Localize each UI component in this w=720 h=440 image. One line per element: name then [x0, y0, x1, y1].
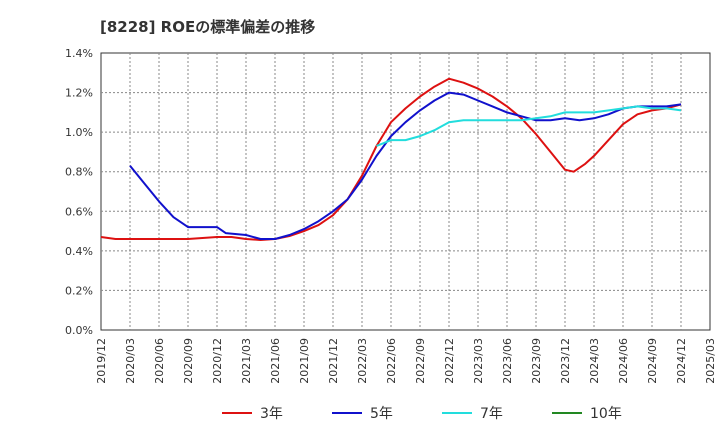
legend-label: 7年	[480, 406, 503, 422]
x-tick-label: 2022/06	[385, 338, 398, 384]
x-tick-label: 2022/12	[443, 338, 456, 384]
series-line	[376, 105, 682, 147]
x-tick-label: 2022/03	[356, 338, 369, 384]
x-tick-label: 2022/09	[414, 338, 427, 384]
x-tick-label: 2021/09	[298, 338, 311, 384]
x-tick-label: 2021/06	[269, 338, 282, 384]
x-tick-label: 2020/06	[153, 338, 166, 384]
series-line	[129, 91, 682, 240]
x-tick-label: 2021/03	[240, 338, 253, 384]
y-tick-label: 0.0%	[65, 324, 93, 337]
series-lines	[100, 77, 682, 241]
x-tick-label: 2023/06	[501, 338, 514, 384]
x-tick-label: 2024/09	[646, 338, 659, 384]
legend-label: 3年	[260, 406, 283, 422]
legend-label: 5年	[370, 406, 393, 422]
y-tick-label: 0.4%	[65, 245, 93, 258]
x-tick-label: 2019/12	[95, 338, 108, 384]
x-tick-label: 2024/12	[675, 338, 688, 384]
x-axis: 2019/12 2020/03 2020/06 2020/09 2020/12 2021/…	[95, 338, 717, 384]
series-line	[100, 77, 682, 241]
y-tick-label: 0.6%	[65, 205, 93, 218]
x-tick-label: 2023/09	[530, 338, 543, 384]
x-tick-label: 2020/03	[124, 338, 137, 384]
legend: 3年 5年 7年 10年	[222, 406, 622, 422]
x-tick-label: 2020/12	[211, 338, 224, 384]
x-tick-label: 2025/03	[704, 338, 717, 384]
y-tick-label: 0.8%	[65, 166, 93, 179]
plot-area	[100, 52, 711, 331]
legend-label: 10年	[590, 406, 622, 422]
x-tick-label: 2023/03	[472, 338, 485, 384]
x-tick-label: 2024/03	[588, 338, 601, 384]
x-tick-label: 2021/12	[327, 338, 340, 384]
y-tick-label: 1.0%	[65, 126, 93, 139]
grid-lines	[101, 53, 710, 330]
y-tick-label: 1.2%	[65, 87, 93, 100]
x-tick-label: 2023/12	[559, 338, 572, 384]
y-tick-label: 0.2%	[65, 284, 93, 297]
x-tick-label: 2020/09	[182, 338, 195, 384]
y-tick-label: 1.4%	[65, 47, 93, 60]
y-axis: 0.0% 0.2% 0.4% 0.6% 0.8% 1.0% 1.2% 1.4%	[65, 47, 93, 337]
x-tick-label: 2024/06	[617, 338, 630, 384]
chart-title: [8228] ROEの標準偏差の推移	[100, 18, 316, 36]
